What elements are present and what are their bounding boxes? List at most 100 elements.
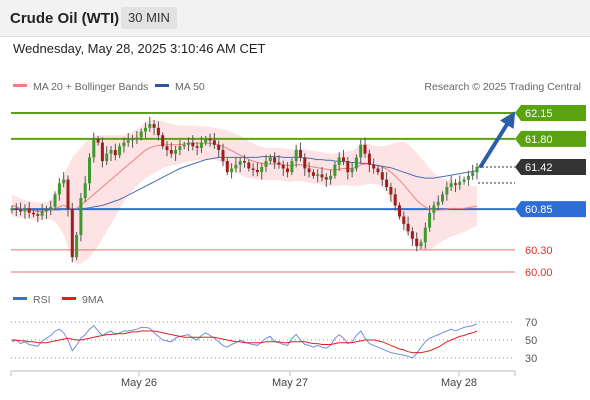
x-tick-label: May 26: [121, 377, 157, 389]
candle-body: [385, 179, 389, 187]
candle-body: [260, 167, 264, 173]
candle-body: [402, 216, 406, 224]
chart-header: Crude Oil (WTI) 30 MIN: [0, 0, 590, 37]
candle-body: [303, 157, 307, 169]
candle-body: [122, 142, 126, 147]
rsi-tick-50: 50: [525, 335, 537, 347]
candle-body: [277, 162, 281, 165]
candle-body: [182, 144, 186, 147]
bollinger-bands: [12, 119, 477, 264]
candle-body: [299, 150, 302, 158]
candle-body: [398, 205, 401, 217]
candle-body: [354, 157, 358, 169]
ma9-legend-label: 9MA: [82, 294, 104, 306]
candle-body: [105, 153, 109, 162]
candle-body: [230, 168, 234, 173]
level-61-80-tag: [515, 130, 586, 147]
candle-body: [475, 167, 479, 173]
candle-body: [320, 174, 324, 178]
ma50-legend-swatch: [155, 84, 169, 87]
candle-body: [389, 187, 393, 195]
candle-body: [324, 177, 328, 180]
candle-body: [144, 127, 147, 132]
level-61-42-tag: [515, 158, 586, 175]
rsi-legend-swatch: [13, 297, 27, 300]
candle-body: [199, 142, 203, 148]
level-61-80-label: 61.80: [525, 134, 553, 146]
candle-body: [174, 150, 178, 154]
level-60-85-label: 60.85: [525, 204, 553, 216]
candle-body: [428, 212, 432, 228]
x-axis: May 26 May 27 May 28: [121, 371, 477, 389]
candle-body: [419, 242, 423, 247]
candle-body: [449, 183, 453, 187]
candle-body: [212, 140, 216, 145]
candle-body: [14, 208, 18, 210]
candle-body: [372, 164, 376, 169]
candle-body: [406, 223, 410, 232]
candle-body: [432, 205, 436, 213]
candle-body: [113, 150, 117, 156]
x-tick-label: May 27: [272, 377, 308, 389]
timestamp: Wednesday, May 28, 2025 3:10:46 AM CET: [13, 41, 266, 56]
candle-body: [255, 169, 259, 173]
candle-body: [367, 153, 371, 165]
instrument-title: Crude Oil (WTI): [10, 10, 120, 27]
rsi-panel: 70 50 30: [11, 317, 537, 365]
candle-body: [376, 168, 380, 173]
candle-body: [10, 208, 14, 211]
candle-body: [191, 142, 195, 147]
candle-body: [286, 168, 289, 173]
candle-body: [410, 231, 414, 239]
candle-body: [251, 168, 255, 170]
candle-body: [329, 175, 333, 180]
candle-body: [27, 208, 31, 213]
candle-body: [290, 161, 294, 173]
timeframe-badge[interactable]: 30 MIN: [121, 7, 177, 29]
candle-body: [70, 209, 74, 258]
candle-body: [19, 209, 23, 212]
candle-body: [126, 140, 130, 143]
candle-body: [445, 187, 449, 195]
level-62-15-tag: [515, 105, 586, 121]
candle-body: [62, 179, 66, 184]
candle-body: [458, 181, 462, 185]
level-60-30-label: 60.30: [525, 245, 553, 257]
level-62-15-label: 62.15: [525, 108, 553, 120]
candle-body: [273, 157, 277, 163]
candle-body: [454, 183, 457, 185]
candle-body: [380, 172, 384, 180]
candle-body: [161, 135, 165, 147]
candle-body: [66, 179, 70, 210]
ma9-legend-swatch: [62, 297, 76, 300]
candle-body: [316, 174, 320, 176]
level-60-85-tag: [515, 201, 586, 218]
candle-body: [238, 161, 242, 165]
candle-body: [441, 194, 444, 202]
candle-body: [88, 157, 91, 184]
rsi-ma9-line: [12, 330, 478, 354]
candle-body: [307, 168, 311, 173]
candle-body: [471, 172, 475, 176]
candle-body: [281, 164, 285, 169]
candle-body: [247, 162, 251, 169]
rsi-line: [11, 323, 478, 359]
candle-body: [23, 208, 27, 212]
x-tick-label: May 28: [441, 377, 477, 389]
candle-body: [243, 161, 246, 163]
candle-body: [131, 138, 134, 141]
candle-body: [264, 161, 268, 167]
candle-body: [462, 179, 466, 182]
candle-body: [156, 127, 160, 136]
candle-body: [75, 235, 79, 258]
candle-body: [221, 150, 225, 162]
level-labels: 62.15 61.80 61.42 60.85 60.30 60.00: [515, 105, 586, 279]
candlesticks: [10, 116, 479, 263]
candle-body: [423, 227, 427, 243]
candle-body: [337, 157, 341, 165]
candle-body: [415, 238, 419, 247]
level-61-42-label: 61.42: [525, 162, 553, 174]
candle-body: [32, 212, 35, 215]
candle-body: [135, 137, 139, 139]
